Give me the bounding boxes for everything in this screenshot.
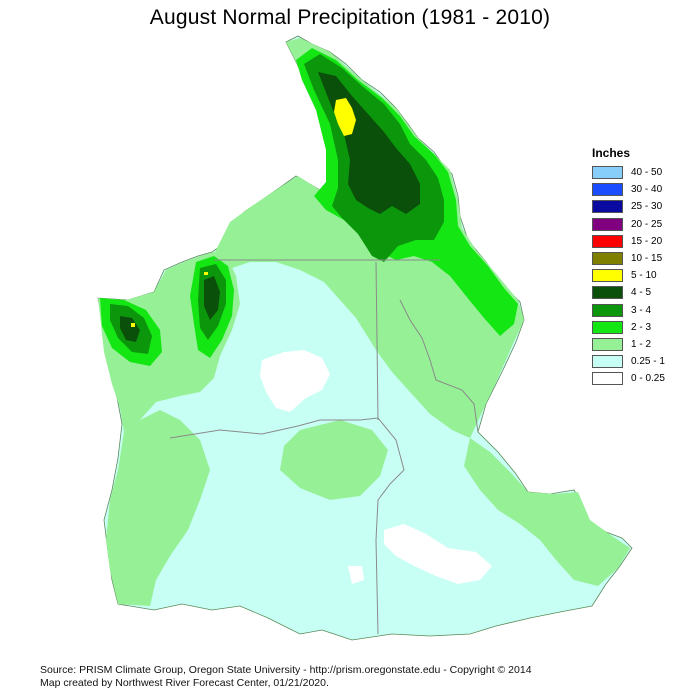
- legend-item: 0.25 - 1: [592, 353, 665, 370]
- region-0-025-southeast-oregon: [384, 524, 492, 584]
- map-legend: Inches 40 - 50 30 - 40 25 - 30 20 - 25 15 - …: [592, 146, 665, 387]
- legend-swatch: [592, 200, 623, 214]
- region-0-025-misc: [348, 566, 364, 584]
- legend-title: Inches: [592, 146, 631, 160]
- legend-swatch: [592, 355, 623, 369]
- region-1-2-central: [374, 290, 444, 390]
- legend-swatch: [592, 320, 623, 334]
- legend-label: 0 - 0.25: [631, 373, 665, 385]
- legend-item: 25 - 30: [592, 198, 665, 215]
- legend-label: 20 - 25: [631, 218, 663, 230]
- legend-item: 5 - 10: [592, 267, 665, 284]
- region-1-2-southeast: [464, 438, 630, 586]
- legend-swatch: [592, 217, 623, 231]
- legend-item: 1 - 2: [592, 336, 665, 353]
- legend-item: 10 - 15: [592, 250, 665, 267]
- legend-item: 15 - 20: [592, 233, 665, 250]
- legend-swatch: [592, 269, 623, 283]
- legend-item: 40 - 50: [592, 164, 665, 181]
- legend-label: 1 - 2: [631, 338, 652, 350]
- legend-swatch: [592, 286, 623, 300]
- legend-swatch: [592, 183, 623, 197]
- legend-item: 3 - 4: [592, 302, 665, 319]
- footer-credit: Map created by Northwest River Forecast …: [40, 677, 329, 689]
- region-5-10-peaks: [334, 98, 356, 136]
- legend-label: 40 - 50: [631, 167, 663, 179]
- legend-label: 15 - 20: [631, 235, 663, 247]
- region-5-10-cascade: [204, 272, 208, 275]
- state-boundaries: [169, 259, 479, 635]
- region-4-5-cascade-wa: [204, 276, 220, 320]
- region-4-5-olympic: [120, 316, 140, 342]
- legend-item: 30 - 40: [592, 181, 665, 198]
- legend-label: 3 - 4: [631, 304, 652, 316]
- legend-label: 10 - 15: [631, 253, 663, 265]
- legend-label: 2 - 3: [631, 321, 652, 333]
- map-footer: Source: PRISM Climate Group, Oregon Stat…: [40, 664, 532, 690]
- legend-label: 5 - 10: [631, 270, 657, 282]
- footer-source: Source: PRISM Climate Group, Oregon Stat…: [40, 664, 532, 676]
- legend-label: 30 - 40: [631, 184, 663, 196]
- legend-item: 0 - 0.25: [592, 370, 665, 387]
- legend-swatch: [592, 337, 623, 351]
- region-5-10-olympic: [131, 323, 135, 327]
- legend-label: 4 - 5: [631, 287, 652, 299]
- legend-item: 2 - 3: [592, 319, 665, 336]
- region-1-2-coast: [106, 410, 210, 606]
- legend-item: 4 - 5: [592, 284, 665, 301]
- legend-swatch: [592, 372, 623, 386]
- region-1-2-oregon: [280, 420, 388, 500]
- map-title: August Normal Precipitation (1981 - 2010…: [149, 6, 551, 29]
- legend-label: 0.25 - 1: [631, 356, 665, 368]
- legend-swatch: [592, 234, 623, 248]
- legend-label: 25 - 30: [631, 201, 663, 213]
- legend-swatch: [592, 166, 623, 180]
- region-0-025-columbia-basin: [260, 350, 330, 412]
- legend-swatch: [592, 252, 623, 266]
- legend-item: 20 - 25: [592, 216, 665, 233]
- legend-swatch: [592, 303, 623, 317]
